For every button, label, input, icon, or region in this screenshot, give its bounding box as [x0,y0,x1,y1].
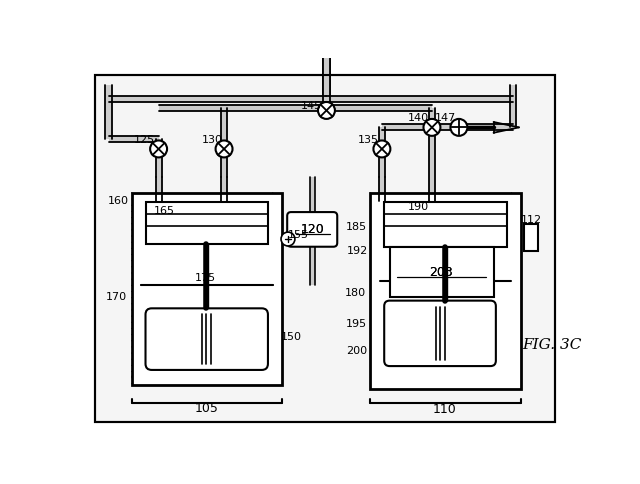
Text: 203: 203 [429,266,453,279]
Bar [459,124,513,131]
Bar [379,127,385,178]
Bar [310,178,315,212]
Text: 112: 112 [521,215,542,225]
Bar [145,202,268,244]
Text: 190: 190 [408,202,429,212]
Bar [310,247,315,285]
FancyBboxPatch shape [287,212,337,247]
Bar [326,105,432,111]
Text: 200: 200 [346,346,367,356]
Text: 147: 147 [435,113,456,123]
Text: 145: 145 [301,101,322,111]
Circle shape [281,232,295,246]
Text: 130: 130 [202,136,223,146]
Text: 195: 195 [346,319,367,329]
Text: 165: 165 [154,206,175,215]
Text: 110: 110 [433,404,457,416]
Bar [132,193,282,385]
Text: 140: 140 [408,113,429,123]
Text: 203: 203 [429,266,453,279]
Circle shape [150,140,167,157]
Bar [524,224,538,251]
Bar [382,124,432,131]
Text: 185: 185 [346,223,367,232]
Bar [323,58,330,110]
Bar [429,127,435,200]
Bar [323,58,330,110]
Text: 180: 180 [344,288,365,298]
Bar [109,136,159,142]
Text: 120: 120 [301,223,324,236]
Bar [371,193,520,389]
FancyBboxPatch shape [384,301,496,366]
Bar [106,85,111,139]
Text: 160: 160 [108,196,129,206]
Text: 120: 120 [301,223,324,236]
Text: 155: 155 [288,230,309,240]
Circle shape [373,140,390,157]
Circle shape [318,102,335,119]
Text: 105: 105 [195,402,218,415]
Bar [390,247,493,297]
Circle shape [451,119,467,136]
Text: FIG. 3C: FIG. 3C [522,337,581,351]
Text: 135: 135 [358,136,378,146]
FancyBboxPatch shape [145,308,268,370]
Bar [429,108,435,127]
Text: 175: 175 [195,272,216,283]
Bar [159,105,326,111]
Bar [379,178,385,200]
Bar [509,85,516,127]
Bar [384,202,507,247]
Circle shape [424,119,440,136]
Bar [156,139,162,178]
Circle shape [216,140,232,157]
Text: 192: 192 [347,245,368,256]
Bar [221,108,227,178]
Text: 170: 170 [106,292,127,302]
Bar [221,178,227,200]
Bar [326,96,513,102]
Bar [432,124,459,131]
Text: 150: 150 [280,332,301,342]
Bar [109,96,326,102]
Bar [156,178,162,200]
Text: 125: 125 [134,136,156,146]
